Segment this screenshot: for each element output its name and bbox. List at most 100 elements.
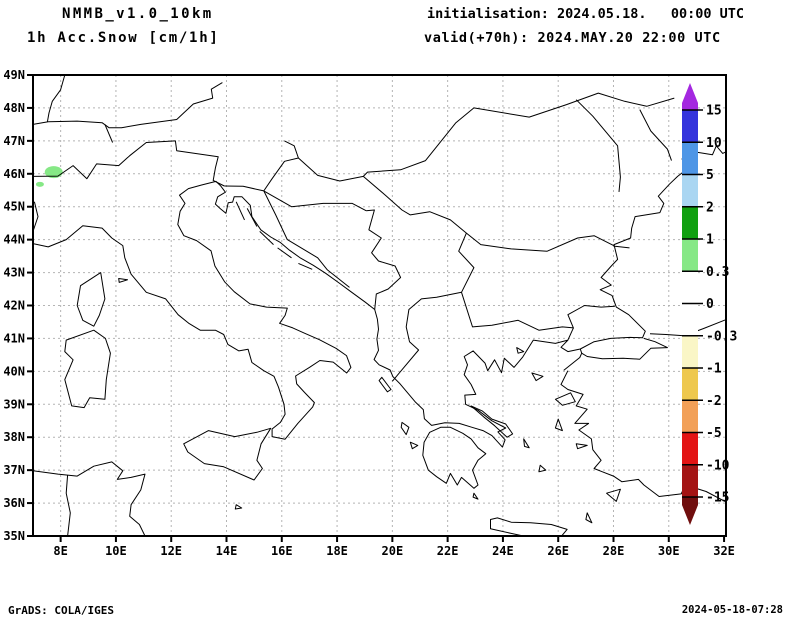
y-tick-label: 43N [3,266,25,280]
colorbar: 15 10 5 2 1 0.3 0 -0.3 -1 -2 -5 -10 -15 [682,83,737,525]
border-danube-rs-ro-bg [362,176,630,252]
colorbar-segment [682,368,698,401]
colorbar-label: -15 [706,491,729,506]
colorbar-label: 10 [706,136,722,151]
x-tick-label: 22E [437,544,459,558]
colorbar-label: -10 [706,458,730,473]
border-mk-al-gr [392,291,462,382]
coastline-adriatic-island-1 [235,201,245,221]
coastline-kythira [472,492,479,500]
coastline-euboea [470,405,514,438]
coastline-adriatic-island-3 [259,231,274,245]
y-tick-label: 47N [3,134,25,148]
coastline-malta [234,504,243,510]
colorbar-label: -0.3 [706,329,737,344]
border-gr-tr-evros [567,327,574,341]
x-tick-label: 26E [547,544,569,558]
coastline-sicily [183,427,272,481]
coastline-adriatic-island-4 [277,247,292,259]
coastline-marmara-south-shore [581,337,668,360]
coastline-layer [33,145,726,536]
border-ch-at [104,124,114,143]
coastline-adriatic-island-5 [298,262,313,270]
y-tick-label: 38N [3,430,25,444]
valid-time-label: valid(+70h): 2024.MAY.20 22:00 UTC [424,30,721,46]
coastline-naxos [538,464,547,473]
border-ch-de-at-north [33,82,223,129]
y-tick-label: 37N [3,463,25,477]
coastline-karpathos [585,512,593,524]
colorbar-segment [682,432,698,465]
coastline-zakynthos [409,441,419,450]
colorbar-segment [682,400,698,433]
colorbar-segment [682,239,698,272]
x-tick-label: 14E [216,544,238,558]
colorbar-label: 0.3 [706,265,729,280]
border-fr-it [33,201,39,232]
y-tick-label: 35N [3,529,25,543]
y-tick-label: 41N [3,331,25,345]
coastline-rhodes [606,488,621,502]
coastline-sardinia [64,329,111,409]
model-title: NMMB_v1.0_10km [62,6,214,22]
border-hr-ba-west [263,190,350,288]
y-tick-label: 36N [3,496,25,510]
coastline-north-africa-coast [33,461,146,536]
variable-title: 1h Acc.Snow [cm/1h] [27,30,220,46]
coastline-samos [575,443,588,450]
y-tick-label: 45N [3,200,25,214]
coastline-andros [523,438,530,449]
coastline-thasos [516,347,525,354]
coastline-peloponnese [422,426,487,489]
border-hr-ba-north [263,190,367,212]
coastline-italy-balkans-blacksea [33,145,726,448]
border-dz-tn [65,475,71,536]
axes-layer: 35N 36N 37N 38N 39N 40N 41N 42N 43N 44N 45N 46N 47N 4… [3,68,735,558]
coastline-lemnos [531,372,544,382]
colorbar-bottom-arrow [682,497,698,525]
snow-patch [44,166,63,179]
grads-credit: GrADS: COLA/IGES [8,604,114,617]
colorbar-label: 1 [706,233,714,248]
colorbar-label: 5 [706,168,714,183]
x-tick-label: 32E [713,544,735,558]
colorbar-label: -5 [706,426,722,441]
x-tick-label: 16E [271,544,293,558]
coastline-chios [554,418,563,432]
border-at-hu [284,140,299,159]
colorbar-top-arrow [682,83,698,110]
shaded-data-layer [35,166,63,187]
grid-layer [33,75,726,536]
coastline-lesbos [554,392,576,406]
coastline-corfu [378,376,392,393]
border-rhine-fr-de [46,75,66,122]
colorbar-label: -2 [706,394,722,409]
coastline-elba [118,278,128,283]
coastline-corsica [76,272,106,327]
colorbar-segment [682,335,698,368]
border-rs-bg [458,232,475,293]
colorbar-segment [682,110,698,143]
x-tick-label: 18E [326,544,348,558]
colorbar-segment [682,303,698,336]
colorbar-label: 15 [706,104,722,119]
y-tick-label: 48N [3,101,25,115]
colorbar-segment [682,464,698,497]
creation-timestamp: 2024-05-18-07:28 [681,604,783,616]
border-bg-gr-tr [461,292,615,331]
coastline-gallipoli [563,348,583,371]
y-tick-label: 49N [3,68,25,82]
colorbar-segment [682,174,698,207]
init-time-label: initialisation: 2024.05.18. 00:00 UTC [427,6,744,22]
x-tick-label: 24E [492,544,514,558]
colorbar-segment [682,271,698,304]
coastline-marmara-south-aegean-turkey [560,370,726,503]
snow-patch [35,181,44,187]
y-tick-label: 44N [3,233,25,247]
x-tick-label: 20E [382,544,404,558]
x-tick-label: 10E [105,544,127,558]
border-si-hr-hu-ro-ua [224,92,675,192]
x-tick-label: 12E [160,544,182,558]
